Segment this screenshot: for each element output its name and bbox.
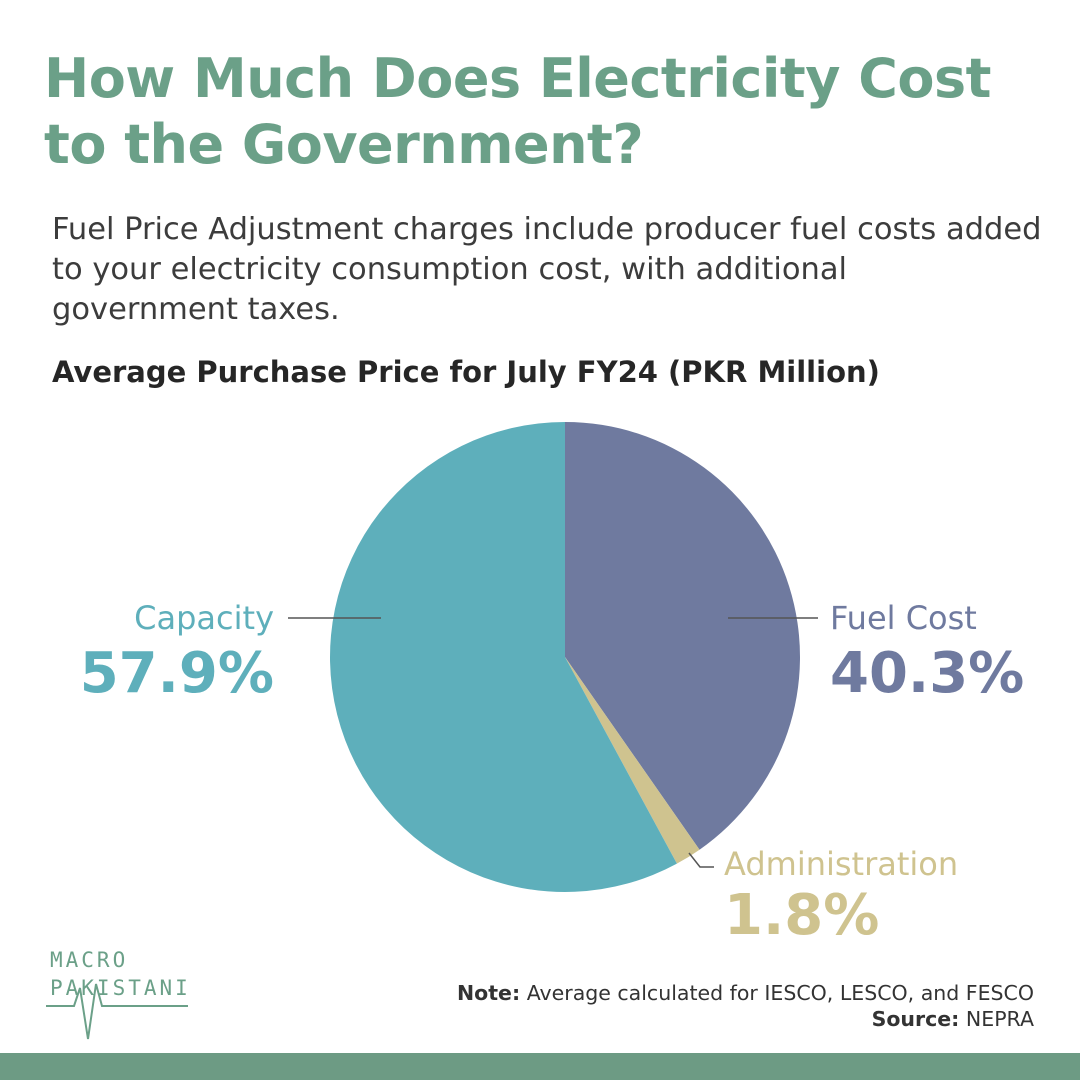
pie-slice-administration [565,657,700,864]
capacity-percent: 57.9% [79,641,274,706]
capacity-label: Capacity [134,599,274,637]
pie-slice-fuel-cost [565,422,800,850]
logo-line-2: PAKISTANI [50,976,191,1000]
leader-line-administration [688,852,714,868]
note-text: Average calculated for IESCO, LESCO, and… [526,981,1034,1005]
pie-slice-capacity [329,422,677,892]
source-text: NEPRA [965,1007,1034,1031]
source-label: Source: [871,1007,960,1031]
note-line: Note: Average calculated for IESCO, LESC… [457,980,1034,1006]
note-label: Note: [457,981,521,1005]
chart-title: Average Purchase Price for July FY24 (PK… [52,355,880,389]
administration-percent: 1.8% [724,883,880,948]
fuel-cost-percent: 40.3% [830,641,1025,706]
source-line: Source: NEPRA [457,1006,1034,1032]
page-subtitle: Fuel Price Adjustment charges include pr… [52,212,1042,327]
fuel-cost-label: Fuel Cost [830,599,977,637]
administration-label: Administration [724,845,959,883]
chart-notes: Note: Average calculated for IESCO, LESC… [457,980,1034,1032]
macro-pakistani-logo: MACRO PAKISTANI [44,944,194,1044]
footer-bar [0,1053,1080,1080]
page-title: How Much Does Electricity Cost to the Go… [44,47,991,176]
logo-line-1: MACRO [50,948,129,972]
